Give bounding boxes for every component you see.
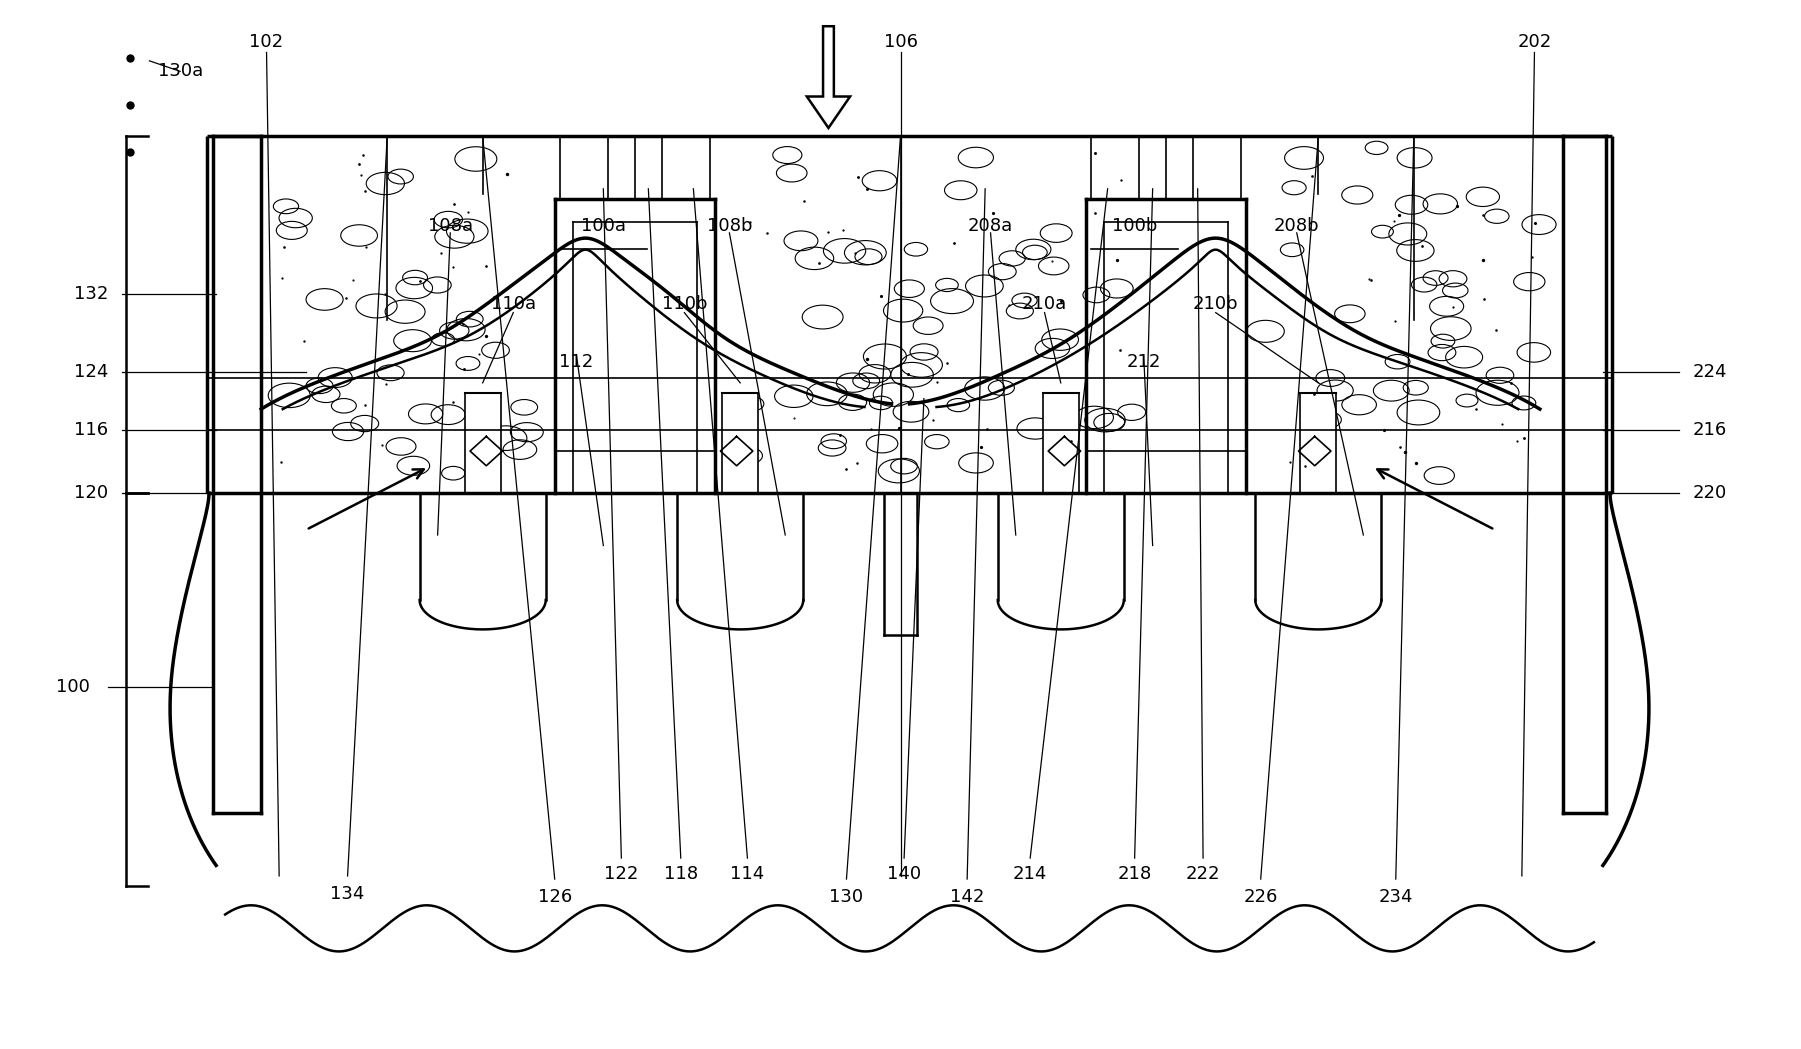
Text: 122: 122 — [603, 864, 639, 883]
Text: 116: 116 — [74, 421, 108, 440]
Text: 224: 224 — [1693, 363, 1727, 382]
Text: 124: 124 — [74, 363, 108, 382]
Text: 208a: 208a — [967, 216, 1014, 235]
Text: 222: 222 — [1185, 864, 1221, 883]
Text: 100: 100 — [56, 678, 90, 697]
Text: 100b: 100b — [1111, 216, 1158, 235]
Bar — [1300, 393, 1336, 493]
Text: 130a: 130a — [158, 62, 204, 81]
Text: 214: 214 — [1012, 864, 1048, 883]
Text: 234: 234 — [1378, 887, 1414, 906]
Text: 120: 120 — [74, 484, 108, 502]
Text: 212: 212 — [1126, 352, 1162, 371]
Text: 134: 134 — [330, 884, 366, 903]
Text: 112: 112 — [558, 352, 594, 371]
Text: 108a: 108a — [427, 216, 474, 235]
Text: 220: 220 — [1693, 484, 1727, 502]
Text: 106: 106 — [884, 33, 917, 51]
Text: 142: 142 — [949, 887, 985, 906]
Text: 216: 216 — [1693, 421, 1727, 440]
Text: 210a: 210a — [1021, 295, 1068, 314]
Text: 108b: 108b — [706, 216, 753, 235]
Text: 110b: 110b — [661, 295, 708, 314]
FancyArrow shape — [807, 26, 850, 128]
Text: 132: 132 — [74, 284, 108, 303]
Text: 210b: 210b — [1192, 295, 1239, 314]
Text: 208b: 208b — [1273, 216, 1320, 235]
Text: 218: 218 — [1117, 864, 1153, 883]
Bar — [722, 393, 758, 493]
Bar — [465, 393, 501, 493]
Text: 226: 226 — [1243, 887, 1279, 906]
Text: 140: 140 — [888, 864, 920, 883]
Text: 130: 130 — [830, 887, 863, 906]
Text: 114: 114 — [729, 864, 765, 883]
Text: 100a: 100a — [582, 216, 625, 235]
Text: 102: 102 — [250, 33, 283, 51]
Text: 118: 118 — [665, 864, 697, 883]
Text: 110a: 110a — [490, 295, 537, 314]
Text: 202: 202 — [1516, 33, 1552, 51]
Bar — [1043, 393, 1079, 493]
Text: 126: 126 — [537, 887, 573, 906]
